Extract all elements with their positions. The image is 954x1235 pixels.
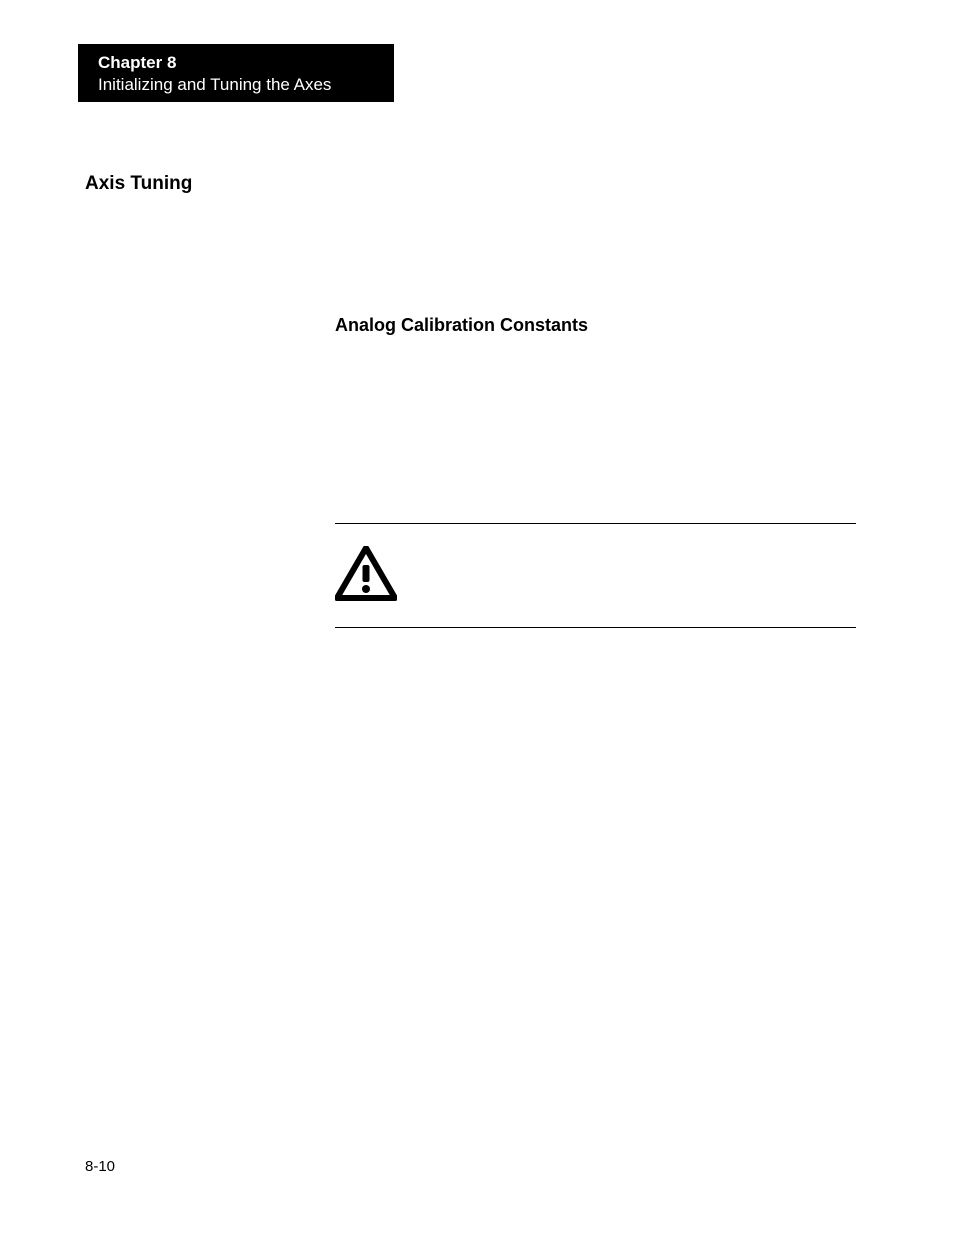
section-title: Axis Tuning <box>85 173 192 195</box>
page-number: 8-10 <box>85 1158 115 1175</box>
warning-icon <box>335 546 397 602</box>
divider-top <box>335 523 856 524</box>
chapter-subtitle: Initializing and Tuning the Axes <box>98 74 374 96</box>
divider-bottom <box>335 627 856 628</box>
chapter-header-box: Chapter 8 Initializing and Tuning the Ax… <box>78 44 394 102</box>
chapter-label: Chapter 8 <box>98 52 374 74</box>
subsection-title: Analog Calibration Constants <box>335 315 588 336</box>
